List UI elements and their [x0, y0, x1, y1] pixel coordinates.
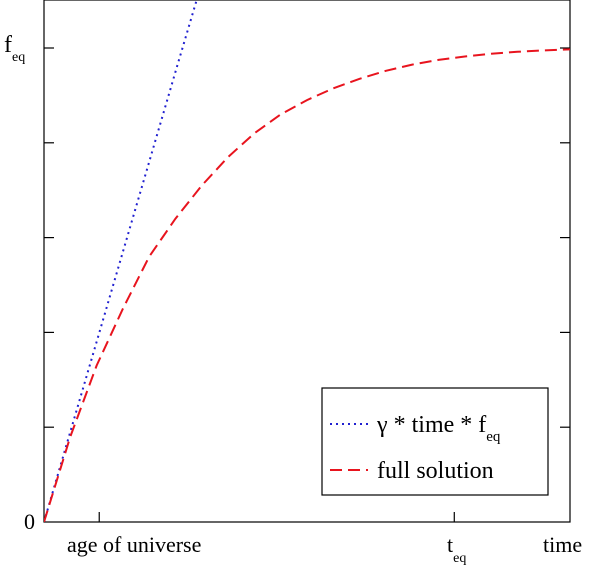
- legend-label-gamma: γ * time * feq: [376, 412, 501, 445]
- x-tick-label-age: age of universe: [67, 532, 201, 557]
- y-tick-label-feq: feq: [4, 32, 25, 65]
- series-layer: [44, 0, 570, 522]
- plot-frame: [43, 0, 571, 523]
- legend-box: [321, 387, 549, 496]
- series-line-full-solution: [44, 48, 570, 522]
- y-tick-label-0: 0: [24, 509, 35, 534]
- x-tick-label-teq: teq: [447, 532, 466, 566]
- x-tick-label-time: time: [543, 532, 582, 557]
- ticks: [44, 47, 570, 522]
- series-line-linear-approx: [44, 0, 198, 522]
- legend-label-full: full solution: [377, 458, 494, 484]
- legend: γ * time * feq full solution: [321, 387, 549, 496]
